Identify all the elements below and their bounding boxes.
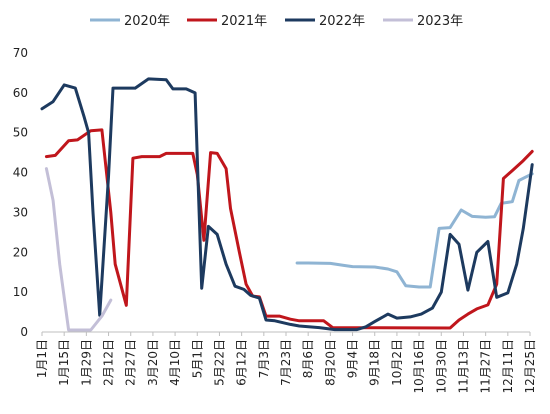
series-line-2023年 <box>44 167 113 332</box>
x-tick-label: 11月13日 <box>456 339 470 394</box>
x-tick-label: 4月10日 <box>168 339 182 386</box>
x-tick-label: 12月11日 <box>501 339 515 394</box>
x-tick-label: 8月20日 <box>323 339 337 386</box>
legend-label-2023: 2023年 <box>417 14 463 29</box>
series-line-2020年 <box>295 172 534 289</box>
legend: 2020年 2021年 2022年 2023年 <box>90 14 463 29</box>
x-tick-label: 5月1日 <box>190 339 204 378</box>
x-tick-label: 9月4日 <box>346 339 360 378</box>
x-tick-label: 6月12日 <box>235 339 249 386</box>
series-line-2022年 <box>40 77 534 332</box>
x-axis-ticks: 1月1日 1月15日 1月29日 2月12日 2月27日 3月20日 4月10日 5月1日 5月… <box>35 332 537 394</box>
y-tick-label: 0 <box>20 325 28 339</box>
y-tick-label: 30 <box>13 205 28 219</box>
series-lines <box>40 77 534 332</box>
x-tick-label: 2月12日 <box>102 339 116 386</box>
x-tick-label: 10月16日 <box>412 339 426 394</box>
x-tick-label: 9月18日 <box>368 339 382 386</box>
x-tick-label: 1月1日 <box>35 339 49 378</box>
x-tick-label: 5月22日 <box>212 339 226 386</box>
x-tick-label: 10月30日 <box>434 339 448 394</box>
x-tick-label: 8月6日 <box>301 339 315 378</box>
legend-label-2021: 2021年 <box>221 14 267 29</box>
y-tick-label: 50 <box>13 126 28 140</box>
x-tick-label: 10月2日 <box>390 339 404 386</box>
x-tick-label: 2月27日 <box>124 339 138 386</box>
y-axis-ticks: 0 10 20 30 40 50 60 70 <box>13 46 28 339</box>
x-tick-label: 1月29日 <box>79 339 93 386</box>
y-tick-label: 10 <box>13 285 28 299</box>
y-tick-label: 60 <box>13 86 28 100</box>
y-tick-label: 40 <box>13 166 28 180</box>
x-tick-label: 12月25日 <box>523 339 537 394</box>
legend-label-2020: 2020年 <box>124 14 170 29</box>
x-tick-label: 1月15日 <box>57 339 71 386</box>
legend-label-2022: 2022年 <box>319 14 365 29</box>
x-tick-label: 7月3日 <box>257 339 271 378</box>
x-tick-label: 3月20日 <box>146 339 160 386</box>
y-tick-label: 20 <box>13 245 28 259</box>
series-line-2021年 <box>44 128 534 330</box>
y-tick-label: 70 <box>13 46 28 60</box>
x-tick-label: 7月23日 <box>279 339 293 386</box>
x-tick-label: 11月27日 <box>479 339 493 394</box>
